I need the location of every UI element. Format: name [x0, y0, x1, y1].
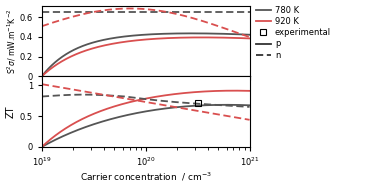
Y-axis label: ZT: ZT [6, 105, 15, 118]
Y-axis label: S$^2\sigma$/ mW.m$^{-1}$K$^{-2}$: S$^2\sigma$/ mW.m$^{-1}$K$^{-2}$ [6, 8, 18, 74]
X-axis label: Carrier concentration  / cm$^{-3}$: Carrier concentration / cm$^{-3}$ [80, 171, 212, 184]
Legend: 780 K, 920 K, experimental, p, n: 780 K, 920 K, experimental, p, n [256, 6, 331, 60]
